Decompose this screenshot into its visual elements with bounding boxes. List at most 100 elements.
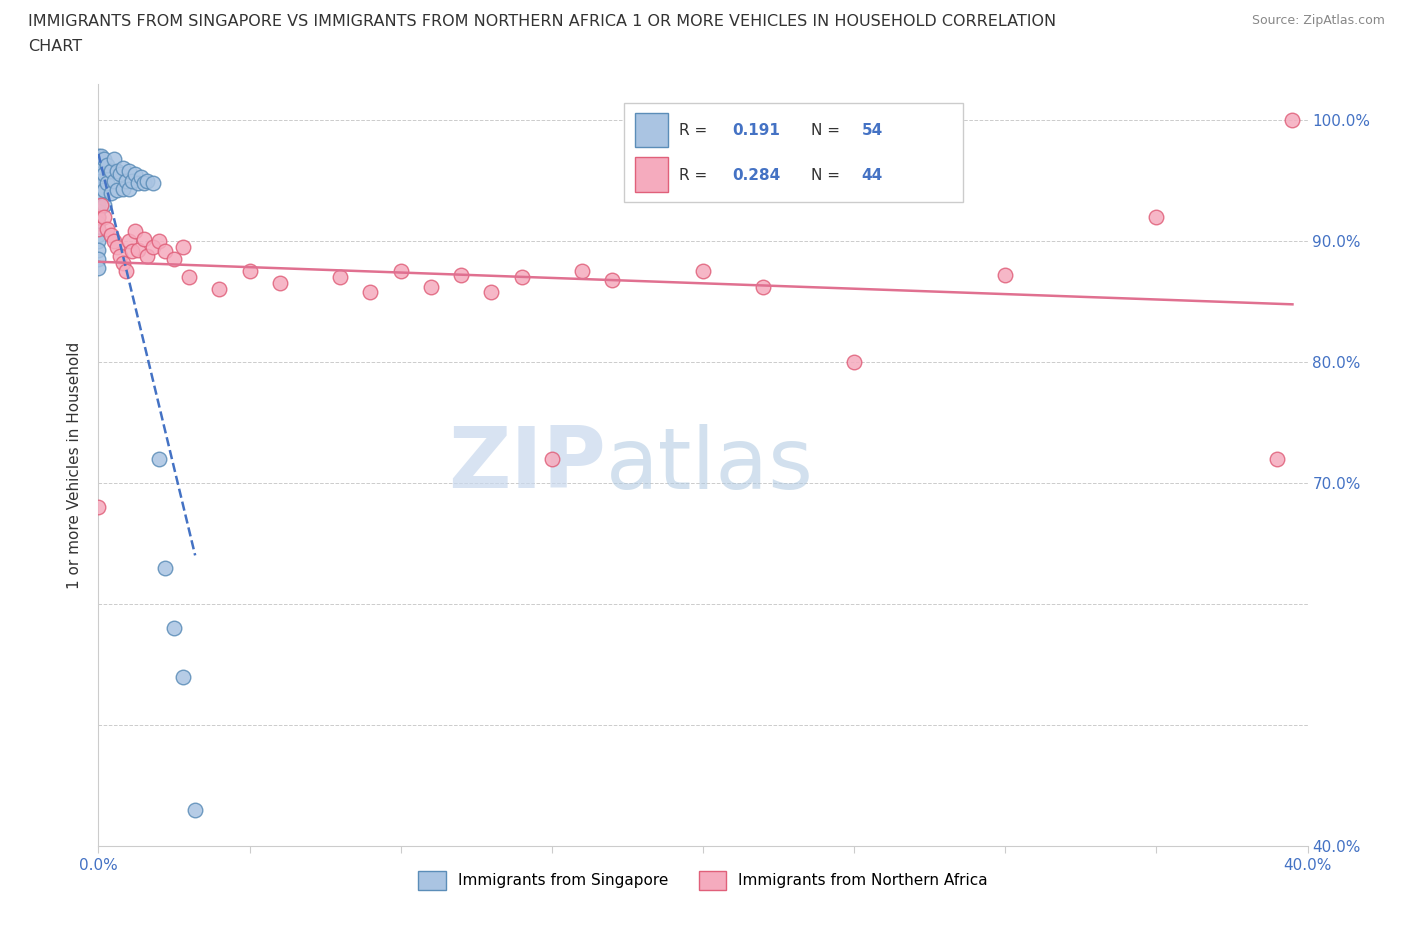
Point [103,233,125,248]
Point [121,244,143,259]
Point [87,228,110,243]
Point [1144,209,1167,224]
Point [87,221,110,236]
Point [118,233,141,248]
Point [96,221,118,236]
Point [93,167,115,182]
Point [87,164,110,179]
Point [172,240,194,255]
Point [163,252,186,267]
Text: Source: ZipAtlas.com: Source: ZipAtlas.com [1251,14,1385,27]
Point [163,621,186,636]
Point [692,264,714,279]
Point [96,176,118,191]
Point [114,264,136,279]
Point [450,268,472,283]
Point [87,500,110,515]
Point [105,183,128,198]
Point [844,354,866,369]
Point [153,561,176,576]
Point [1281,113,1303,127]
Point [90,149,112,164]
Point [329,270,352,285]
Point [87,242,110,257]
Point [148,233,170,248]
Point [172,670,194,684]
Text: ZIP: ZIP [449,423,606,507]
Point [87,221,110,236]
Point [540,451,562,466]
Point [148,451,170,466]
Point [87,149,110,164]
Point [420,280,443,295]
Point [103,152,125,166]
Text: atlas: atlas [606,423,814,507]
Point [100,164,122,179]
Point [129,169,152,184]
Point [87,252,110,267]
Point [87,159,110,174]
Point [87,167,110,182]
Point [90,197,112,212]
Point [93,209,115,224]
Point [127,242,149,257]
Point [135,248,157,263]
Point [87,155,110,170]
Point [87,185,110,200]
Point [111,256,134,271]
Point [105,240,128,255]
Point [93,197,115,212]
Point [124,167,146,182]
Point [100,185,122,200]
Text: IMMIGRANTS FROM SINGAPORE VS IMMIGRANTS FROM NORTHERN AFRICA 1 OR MORE VEHICLES : IMMIGRANTS FROM SINGAPORE VS IMMIGRANTS … [28,14,1056,29]
Point [87,152,110,166]
Point [269,276,291,291]
Point [90,161,112,176]
Point [118,164,141,179]
Point [135,173,157,188]
Point [111,161,134,176]
Point [87,209,110,224]
Point [93,152,115,166]
Point [118,181,141,196]
Point [87,173,110,188]
Point [208,282,231,297]
Point [93,183,115,198]
Point [114,173,136,188]
Point [105,164,128,179]
Point [571,264,593,279]
Point [124,224,146,239]
Point [87,204,110,219]
Y-axis label: 1 or more Vehicles in Household: 1 or more Vehicles in Household [67,341,83,589]
Point [481,285,503,299]
Point [994,268,1017,283]
Point [90,173,112,188]
Point [142,240,165,255]
Point [87,197,110,212]
Point [360,285,382,299]
Point [239,264,262,279]
Point [153,244,176,259]
Point [108,167,131,182]
Point [127,176,149,191]
Point [87,233,110,248]
Point [90,185,112,200]
Point [132,232,155,246]
Point [103,173,125,188]
Point [100,228,122,243]
Point [111,181,134,196]
Point [602,272,624,287]
Point [87,216,110,231]
Point [108,248,131,263]
Legend: Immigrants from Singapore, Immigrants from Northern Africa: Immigrants from Singapore, Immigrants fr… [412,865,994,896]
Point [87,260,110,275]
Point [179,270,201,285]
Point [87,192,110,206]
Text: CHART: CHART [28,39,82,54]
Point [1267,451,1289,466]
Point [510,270,533,285]
Point [121,173,143,188]
Point [87,179,110,194]
Point [142,176,165,191]
Point [132,176,155,191]
